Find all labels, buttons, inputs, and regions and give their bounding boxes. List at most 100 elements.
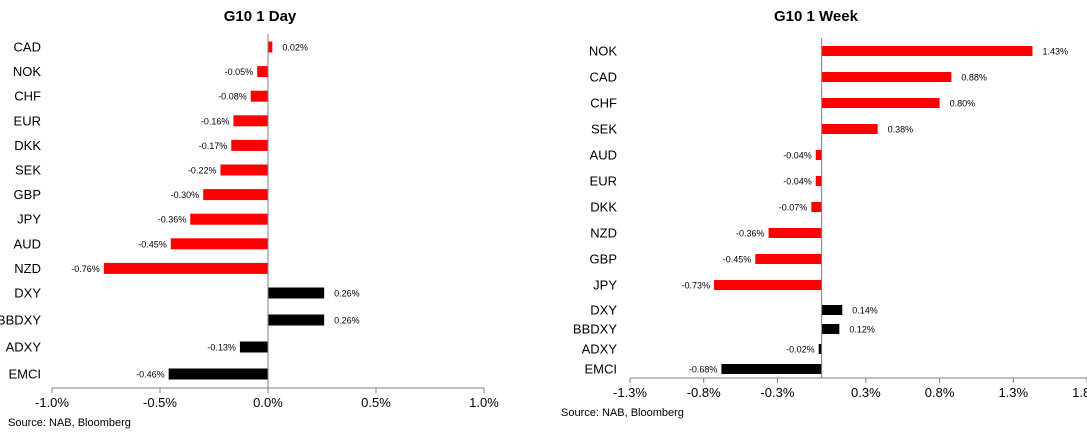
- data-label: -0.05%: [225, 67, 254, 77]
- bar-emci: [721, 364, 822, 374]
- category-label: BBDXY: [0, 313, 41, 328]
- x-tick-label: 0.8%: [925, 385, 955, 400]
- source-note: Source: NAB, Bloomberg: [561, 407, 684, 419]
- data-label: -0.36%: [736, 229, 765, 239]
- data-label: -0.13%: [207, 343, 236, 353]
- data-label: 0.02%: [282, 43, 308, 53]
- chart-panel-1week: G10 1 Week NOK 1.43% CAD 0.88% CHF 0.80% SEK 0.…: [545, 0, 1087, 437]
- x-tick-label: 1.8%: [1072, 385, 1087, 400]
- bar-dkk: [811, 202, 822, 212]
- bar-jpy: [190, 213, 268, 225]
- x-tick-label: 1.0%: [469, 395, 499, 410]
- data-label: -0.45%: [723, 255, 752, 265]
- category-label: NOK: [589, 44, 618, 59]
- category-label: DKK: [590, 200, 617, 215]
- bar-dxy: [821, 305, 843, 315]
- category-label: DKK: [14, 138, 41, 153]
- category-label: NZD: [14, 261, 41, 276]
- category-label: AUD: [14, 236, 41, 251]
- x-tick-label: -1.3%: [613, 385, 647, 400]
- category-label: EMCI: [585, 362, 618, 377]
- data-label: 0.26%: [334, 316, 360, 326]
- bar-bbdxy: [268, 314, 325, 326]
- bar-adxy: [239, 341, 268, 353]
- category-label: CHF: [14, 89, 41, 104]
- bar-cad: [821, 72, 952, 82]
- bar-chart-1day: CAD 0.02% NOK -0.05% CHF -0.08% EUR -0.16% DKK -0…: [0, 34, 499, 410]
- bar-dkk: [231, 139, 268, 151]
- data-label: -0.04%: [783, 177, 812, 187]
- bar-adxy: [818, 344, 822, 354]
- category-label: GBP: [590, 252, 617, 267]
- bar-eur: [233, 115, 268, 127]
- data-label: -0.76%: [71, 264, 100, 274]
- bar-eur: [815, 176, 822, 186]
- category-label: BBDXY: [573, 322, 617, 337]
- data-label: 0.26%: [334, 289, 360, 299]
- bar-chf: [821, 98, 940, 108]
- category-label: SEK: [15, 163, 41, 178]
- data-label: -0.46%: [136, 370, 165, 380]
- data-label: -0.08%: [218, 92, 247, 102]
- bar-jpy: [714, 280, 822, 290]
- x-tick-label: 0.0%: [253, 395, 283, 410]
- data-label: 0.80%: [950, 99, 976, 109]
- bar-dxy: [268, 287, 325, 299]
- bar-bbdxy: [821, 324, 840, 334]
- bar-chf: [250, 90, 268, 102]
- data-label: 0.12%: [849, 325, 875, 335]
- category-label: ADXY: [6, 340, 42, 355]
- category-label: CHF: [590, 96, 617, 111]
- category-label: EUR: [590, 174, 617, 189]
- data-label: -0.07%: [779, 203, 808, 213]
- data-label: -0.22%: [188, 166, 217, 176]
- bar-aud: [815, 150, 822, 160]
- data-label: -0.16%: [201, 116, 230, 126]
- x-tick-label: 1.3%: [998, 385, 1028, 400]
- data-label: -0.17%: [199, 141, 228, 151]
- x-tick-label: 0.5%: [361, 395, 391, 410]
- bar-chart-1week: NOK 1.43% CAD 0.88% CHF 0.80% SEK 0.38% AUD -0.04…: [573, 38, 1087, 400]
- data-label: -0.45%: [138, 239, 167, 249]
- data-label: -0.36%: [158, 215, 187, 225]
- category-label: EMCI: [9, 367, 42, 382]
- category-label: JPY: [17, 212, 41, 227]
- x-tick-label: -0.5%: [143, 395, 177, 410]
- data-label: 0.88%: [961, 73, 987, 83]
- category-label: GBP: [14, 187, 41, 202]
- category-label: NZD: [590, 226, 617, 241]
- source-note: Source: NAB, Bloomberg: [8, 417, 131, 429]
- bar-emci: [168, 368, 268, 380]
- x-tick-label: -1.0%: [35, 395, 69, 410]
- bar-aud: [170, 238, 268, 250]
- bar-cad: [268, 41, 273, 53]
- data-label: -0.73%: [681, 281, 710, 291]
- category-label: CAD: [14, 40, 41, 55]
- category-label: SEK: [591, 122, 617, 137]
- data-label: 1.43%: [1042, 47, 1068, 57]
- data-label: 0.38%: [888, 125, 914, 135]
- x-tick-label: -0.8%: [687, 385, 721, 400]
- category-label: CAD: [590, 70, 617, 85]
- data-label: -0.30%: [171, 190, 200, 200]
- chart-title: G10 1 Week: [774, 8, 858, 25]
- data-label: 0.14%: [852, 306, 878, 316]
- category-label: JPY: [593, 278, 617, 293]
- category-label: DXY: [14, 286, 41, 301]
- chart-title: G10 1 Day: [223, 8, 297, 25]
- category-label: DXY: [590, 303, 617, 318]
- bar-nok: [257, 66, 268, 78]
- x-tick-label: 0.3%: [851, 385, 881, 400]
- category-label: ADXY: [582, 342, 618, 357]
- data-label: -0.02%: [786, 345, 815, 355]
- bar-nzd: [103, 262, 268, 274]
- x-tick-label: -0.3%: [760, 385, 794, 400]
- category-label: AUD: [590, 148, 617, 163]
- bar-nok: [821, 46, 1033, 56]
- bar-gbp: [755, 254, 822, 264]
- bar-sek: [220, 164, 268, 176]
- bar-gbp: [203, 189, 268, 201]
- data-label: -0.04%: [783, 151, 812, 161]
- bar-nzd: [768, 228, 822, 238]
- category-label: NOK: [13, 64, 42, 79]
